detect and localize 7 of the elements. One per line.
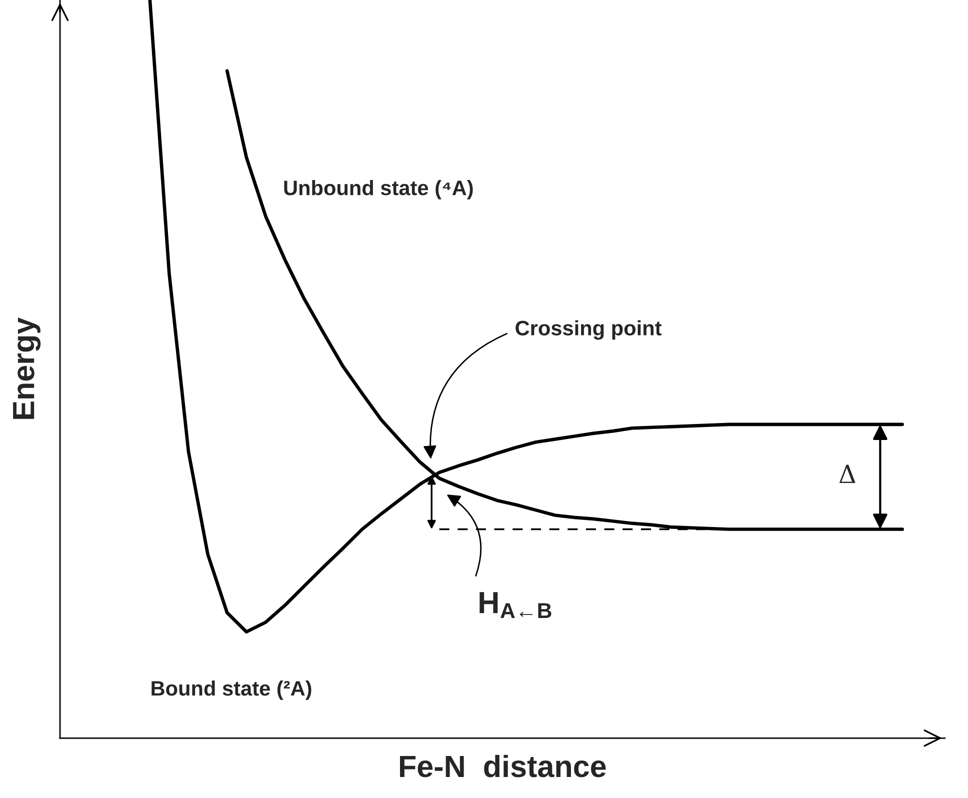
annotation: H$_{A←B}$ bbox=[480, 592, 552, 618]
annotation: Crossing point bbox=[516, 320, 662, 340]
y-axis-title: Energy bbox=[13, 317, 41, 419]
x-axis-title: Fe-N distance bbox=[400, 754, 606, 778]
annotation: Δ bbox=[839, 464, 856, 484]
annotation: Bound state (²A) bbox=[152, 680, 312, 700]
annotation: Unbound state (⁴A) bbox=[284, 180, 473, 200]
